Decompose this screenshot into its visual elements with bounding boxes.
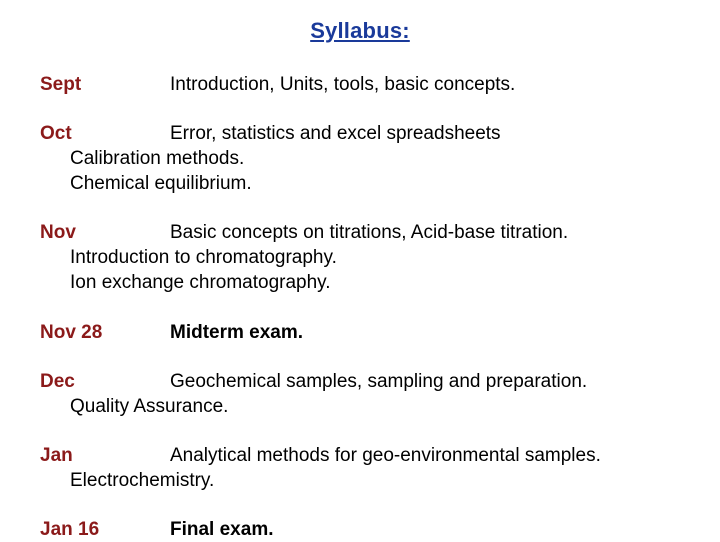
topic-text: Basic concepts on titrations, Acid-base … — [170, 222, 568, 243]
entry-first-line: DecGeochemical samples, sampling and pre… — [40, 369, 680, 394]
syllabus-entry: Jan 16Final exam. — [40, 517, 680, 542]
topic-text: Geochemical samples, sampling and prepar… — [170, 371, 587, 392]
topic-continuation: Introduction to chromatography. — [70, 245, 680, 270]
month-label: Dec — [40, 369, 170, 394]
topic-text: Final exam. — [170, 519, 274, 540]
month-label: Jan — [40, 443, 170, 468]
topic-continuation: Calibration methods. — [70, 146, 680, 171]
syllabus-entry: JanAnalytical methods for geo-environmen… — [40, 443, 680, 493]
topic-continuation: Electrochemistry. — [70, 468, 680, 493]
topic-text: Introduction, Units, tools, basic concep… — [170, 74, 515, 95]
entry-first-line: Jan 16Final exam. — [40, 517, 680, 542]
entry-first-line: SeptIntroduction, Units, tools, basic co… — [40, 72, 680, 97]
syllabus-entry: SeptIntroduction, Units, tools, basic co… — [40, 72, 680, 97]
month-label: Nov — [40, 220, 170, 245]
syllabus-entry: Nov 28Midterm exam. — [40, 320, 680, 345]
month-label: Oct — [40, 121, 170, 146]
page-title: Syllabus: — [40, 18, 680, 44]
syllabus-entries: SeptIntroduction, Units, tools, basic co… — [40, 72, 680, 542]
entry-first-line: Nov 28Midterm exam. — [40, 320, 680, 345]
syllabus-page: Syllabus: SeptIntroduction, Units, tools… — [0, 0, 720, 540]
topic-text: Error, statistics and excel spreadsheets — [170, 123, 501, 144]
topic-text: Midterm exam. — [170, 322, 303, 343]
topic-text: Analytical methods for geo-environmental… — [170, 445, 601, 466]
month-label: Sept — [40, 72, 170, 97]
topic-continuation: Quality Assurance. — [70, 394, 680, 419]
entry-first-line: JanAnalytical methods for geo-environmen… — [40, 443, 680, 468]
syllabus-entry: DecGeochemical samples, sampling and pre… — [40, 369, 680, 419]
entry-first-line: NovBasic concepts on titrations, Acid-ba… — [40, 220, 680, 245]
topic-continuation: Ion exchange chromatography. — [70, 270, 680, 295]
syllabus-entry: OctError, statistics and excel spreadshe… — [40, 121, 680, 196]
topic-continuation: Chemical equilibrium. — [70, 171, 680, 196]
syllabus-entry: NovBasic concepts on titrations, Acid-ba… — [40, 220, 680, 295]
month-label: Nov 28 — [40, 320, 170, 345]
month-label: Jan 16 — [40, 517, 170, 542]
entry-first-line: OctError, statistics and excel spreadshe… — [40, 121, 680, 146]
